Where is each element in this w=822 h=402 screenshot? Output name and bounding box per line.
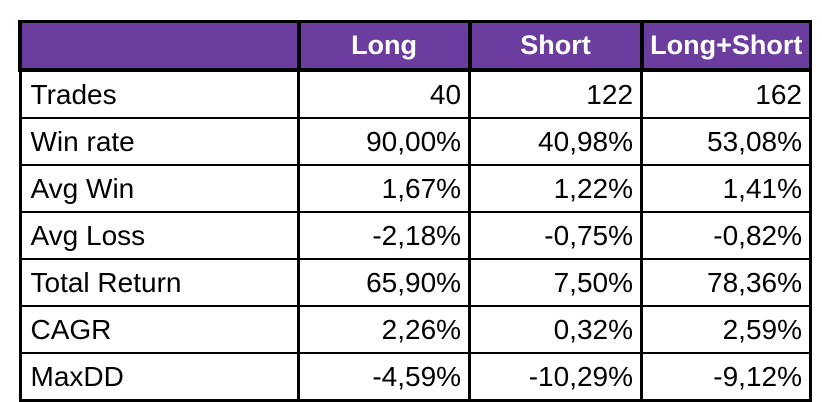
cell-maxdd-long-short: -9,12% <box>640 352 811 401</box>
cell-cagr-long: 2,26% <box>297 305 470 353</box>
cell-total-return-long: 65,90% <box>297 258 470 306</box>
row-label: Trades <box>18 69 299 118</box>
corner-cell <box>18 20 299 72</box>
cell-total-return-short: 7,50% <box>468 258 642 306</box>
cell-win-rate-long: 90,00% <box>297 117 470 165</box>
table-row-maxdd: MaxDD -4,59% -10,29% -9,12% <box>18 352 811 401</box>
row-label: Total Return <box>18 258 299 306</box>
row-label: Avg Loss <box>18 211 299 259</box>
cell-cagr-long-short: 2,59% <box>640 305 811 353</box>
row-label: MaxDD <box>18 352 299 401</box>
cell-avg-loss-short: -0,75% <box>468 211 642 259</box>
table-row-trades: Trades 40 122 162 <box>18 69 811 118</box>
row-label: CAGR <box>18 305 299 353</box>
cell-avg-loss-long-short: -0,82% <box>640 211 811 259</box>
cell-maxdd-short: -10,29% <box>468 352 642 401</box>
cell-trades-short: 122 <box>468 69 642 118</box>
row-label: Avg Win <box>18 164 299 212</box>
cell-cagr-short: 0,32% <box>468 305 642 353</box>
column-header-long: Long <box>296 20 470 72</box>
cell-avg-win-long: 1,67% <box>297 164 470 212</box>
row-label: Win rate <box>18 117 299 165</box>
cell-maxdd-long: -4,59% <box>297 352 470 401</box>
cell-win-rate-long-short: 53,08% <box>640 117 811 165</box>
cell-avg-loss-long: -2,18% <box>297 211 470 259</box>
cell-trades-long: 40 <box>297 69 470 118</box>
cell-avg-win-short: 1,22% <box>468 164 642 212</box>
table-row-total-return: Total Return 65,90% 7,50% 78,36% <box>18 258 811 306</box>
column-header-long-short: Long+Short <box>639 20 811 72</box>
table-row-cagr: CAGR 2,26% 0,32% 2,59% <box>18 305 811 353</box>
table-row-win-rate: Win rate 90,00% 40,98% 53,08% <box>18 117 811 165</box>
cell-trades-long-short: 162 <box>640 69 811 118</box>
table-row-avg-win: Avg Win 1,67% 1,22% 1,41% <box>18 164 811 212</box>
performance-table: Long Short Long+Short Trades 40 122 162 Win ra… <box>18 20 812 402</box>
cell-total-return-long-short: 78,36% <box>640 258 811 306</box>
column-header-short: Short <box>467 20 642 72</box>
cell-avg-win-long-short: 1,41% <box>640 164 811 212</box>
table-row-avg-loss: Avg Loss -2,18% -0,75% -0,82% <box>18 211 811 259</box>
header-row: Long Short Long+Short <box>18 20 811 72</box>
cell-win-rate-short: 40,98% <box>468 117 642 165</box>
